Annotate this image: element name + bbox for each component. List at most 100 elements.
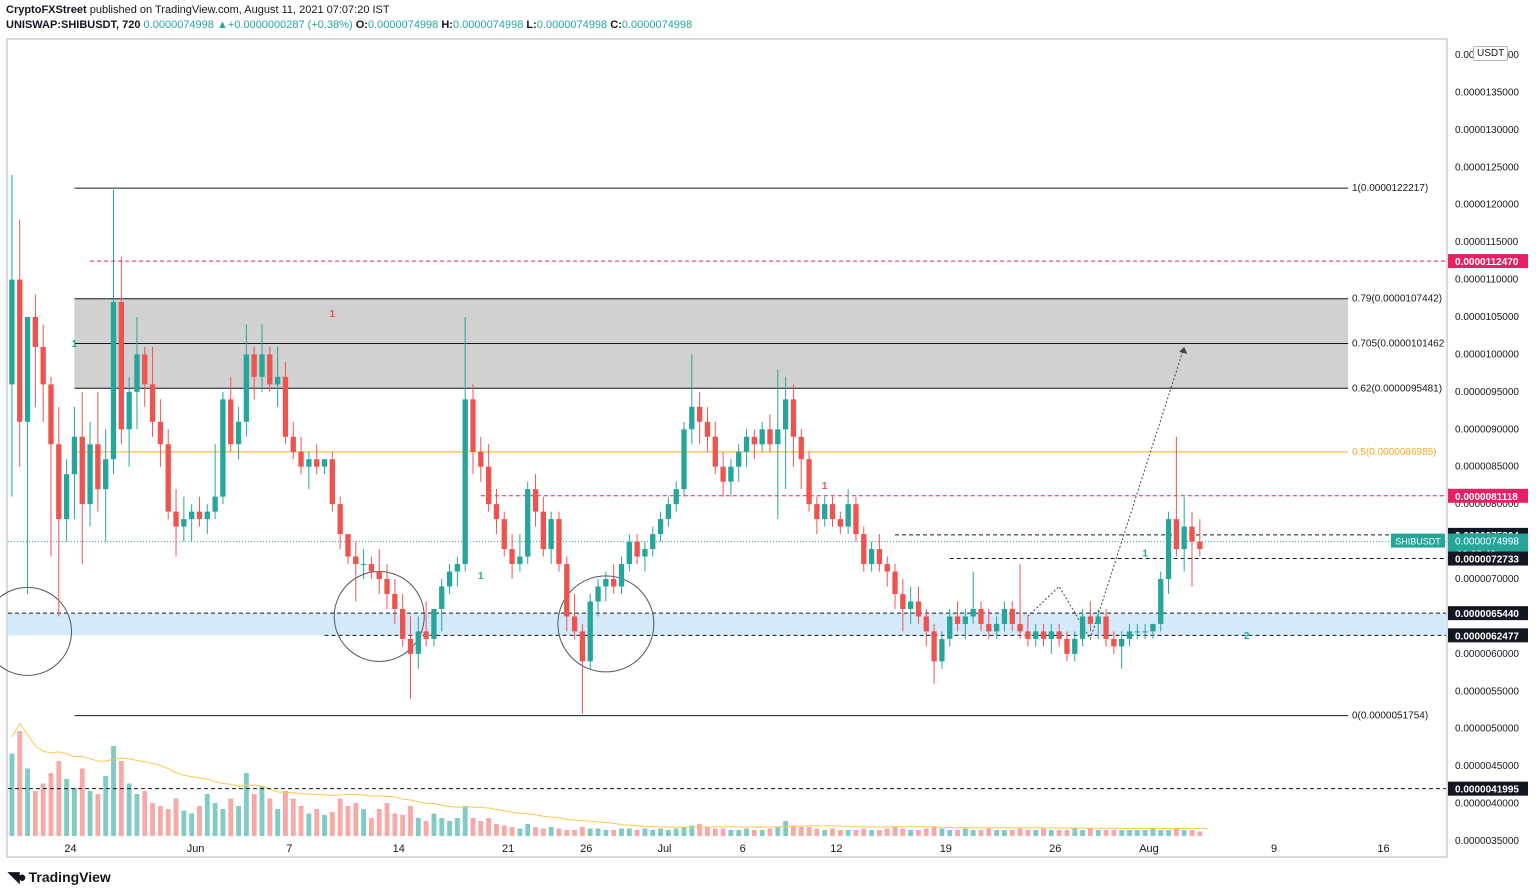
candle-body (56, 444, 62, 520)
candle-body (657, 519, 664, 535)
candle-body (868, 549, 875, 565)
time-tick-label: 26 (580, 843, 592, 855)
volume-bar (931, 827, 937, 836)
candle (415, 616, 421, 669)
volume-bar (603, 830, 609, 836)
candle (814, 496, 820, 535)
volume-bar (337, 798, 343, 836)
candle (1095, 608, 1101, 639)
candle (775, 369, 781, 520)
candle-body (532, 489, 539, 512)
candle-body (587, 601, 593, 662)
candle-body (1048, 631, 1054, 639)
candle (954, 601, 961, 632)
time-tick-label: Jun (187, 843, 205, 855)
price-tick-label: 0.0000050000 (1455, 724, 1519, 735)
candle (454, 556, 461, 587)
currency-badge[interactable]: USDT (1473, 46, 1509, 61)
candle-body (900, 593, 906, 609)
time-axis[interactable]: 24 Jun 7 14 21 26 Jul 6 12 19 26 Aug 9 16 (64, 843, 1389, 855)
candle-body (736, 451, 742, 467)
volume-bar (298, 806, 304, 836)
candles-layer[interactable] (9, 174, 1203, 714)
candle (493, 489, 500, 535)
candle-body (962, 616, 969, 624)
volume-bar (462, 806, 468, 836)
volume-bar (447, 821, 452, 836)
volume-bar (103, 776, 109, 836)
candle (470, 384, 476, 475)
candle (650, 526, 656, 557)
candle-body (782, 399, 789, 430)
candle (1150, 623, 1156, 639)
volume-bar (822, 830, 828, 836)
volume-bar (579, 827, 585, 836)
candle (368, 556, 375, 580)
arrow-head-icon (1179, 346, 1188, 354)
candle-body (17, 279, 23, 422)
price-tick-label: 0.0000100000 (1455, 349, 1519, 360)
price-axis[interactable]: 0.00001400000.00001350000.00001300000.00… (1455, 50, 1519, 847)
candle (110, 189, 117, 475)
candle-body (149, 384, 156, 422)
candle (142, 346, 148, 407)
candle (517, 534, 523, 572)
volume-bar (1080, 830, 1086, 836)
candle-body (118, 302, 124, 430)
price-tag-value: 0.0000072733 (1455, 555, 1519, 566)
candle (384, 564, 390, 609)
fib-level-label: 0.79(0.0000107442) (1352, 294, 1442, 305)
volume-bar (720, 828, 726, 836)
tradingview-logo: ◥● TradingView (8, 868, 111, 886)
candle (439, 579, 445, 632)
volume-bar (658, 828, 663, 836)
candle-body (1111, 638, 1117, 647)
candle-body (478, 451, 484, 467)
candle-body (1165, 519, 1172, 580)
candle (9, 174, 15, 497)
candle (212, 444, 218, 520)
price-tag-box (1448, 254, 1528, 269)
candle-body (767, 429, 773, 445)
publisher-name: CryptoFXStreet (6, 4, 87, 16)
candle-body (493, 504, 500, 520)
candle (673, 481, 679, 512)
volume-bar (791, 825, 796, 836)
candle-body (353, 556, 359, 565)
volume-bar (876, 830, 882, 836)
volume-bar (728, 830, 734, 836)
volume-bar (290, 798, 296, 836)
candle-body (48, 384, 54, 445)
volume-bar (1041, 828, 1046, 836)
high-label: H: (441, 19, 453, 31)
candle-body (970, 608, 976, 617)
volume-bar (564, 830, 570, 836)
candle-body (665, 504, 672, 520)
candle (126, 376, 132, 467)
candle-body (954, 616, 961, 624)
price-tick-label: 0.0000115000 (1455, 237, 1519, 248)
candle (267, 346, 273, 392)
candle (298, 436, 304, 475)
candle (681, 421, 687, 497)
volume-bar (634, 830, 640, 836)
volume-bar (368, 818, 374, 836)
volume-bar (32, 791, 38, 836)
candle-body (235, 421, 242, 445)
candle (501, 511, 507, 557)
candle (32, 294, 39, 407)
candle-body (525, 489, 531, 557)
candle (751, 429, 758, 460)
candle (24, 316, 31, 594)
time-tick-label: 12 (830, 843, 842, 855)
candle (939, 631, 945, 669)
open-label: O: (355, 19, 368, 31)
candle (189, 504, 195, 542)
candle-body (611, 579, 617, 587)
candle (1033, 623, 1039, 647)
candle-body (32, 316, 39, 347)
volume-bar (892, 827, 898, 836)
candle (1181, 496, 1187, 572)
volume-bar (415, 818, 421, 836)
